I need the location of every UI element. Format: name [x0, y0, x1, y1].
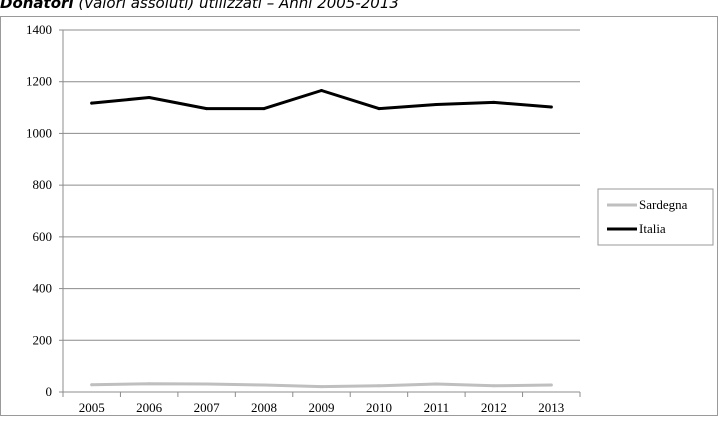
- legend-box: [597, 188, 714, 246]
- legend-label-italia: Italia: [639, 221, 666, 236]
- x-tick-label-2005: 2005: [79, 400, 105, 415]
- data-point-sardegna-2010: [377, 384, 381, 388]
- data-point-sardegna-2007: [205, 382, 209, 386]
- data-point-italia-2013: [549, 105, 553, 109]
- y-tick-label-1000: 1000: [26, 125, 52, 140]
- x-tick-label-2008: 2008: [251, 400, 277, 415]
- x-tick-label-2006: 2006: [136, 400, 163, 415]
- data-point-italia-2011: [434, 102, 438, 106]
- x-tick-label-2013: 2013: [538, 400, 564, 415]
- x-tick-label-2012: 2012: [481, 400, 507, 415]
- series-lines: [90, 89, 553, 389]
- data-point-italia-2006: [147, 95, 151, 99]
- y-tick-label-1200: 1200: [26, 74, 52, 89]
- legend-label-sardegna: Sardegna: [639, 197, 688, 212]
- data-point-sardegna-2009: [320, 385, 323, 389]
- data-point-sardegna-2008: [262, 383, 266, 387]
- data-point-sardegna-2012: [492, 384, 496, 388]
- x-tick-label-2010: 2010: [366, 400, 392, 415]
- x-tick-labels: 2005 2006 2007 2008 2009 2010 2011 2012 2013: [79, 400, 565, 415]
- data-point-sardegna-2013: [549, 383, 553, 387]
- data-point-italia-2012: [492, 100, 496, 104]
- y-tick-label-800: 800: [33, 177, 53, 192]
- x-tick-label-2011: 2011: [424, 400, 450, 415]
- y-tick-label-400: 400: [33, 281, 53, 296]
- x-tick-label-2007: 2007: [194, 400, 221, 415]
- legend: Sardegna Italia: [597, 188, 714, 246]
- data-point-sardegna-2005: [90, 383, 94, 387]
- y-tick-labels: 0 200 400 600 800 1000 1200 1400: [26, 22, 52, 399]
- data-point-italia-2009: [320, 89, 323, 93]
- data-point-italia-2005: [90, 101, 94, 105]
- chart-title-rest: (valori assoluti) utilizzati – Anni 2005…: [73, 0, 399, 12]
- chart-frame: [0, 16, 718, 416]
- data-point-italia-2010: [377, 107, 381, 111]
- axes: [59, 29, 581, 397]
- y-tick-label-600: 600: [33, 229, 53, 244]
- y-tick-label-0: 0: [46, 384, 53, 399]
- grid-lines: [63, 29, 580, 341]
- data-point-sardegna-2006: [147, 382, 151, 386]
- series-line-italia: [90, 89, 553, 111]
- data-point-italia-2008: [262, 107, 266, 111]
- x-tick-label-2009: 2009: [309, 400, 335, 415]
- y-tick-label-200: 200: [33, 332, 53, 347]
- data-point-italia-2007: [205, 107, 209, 111]
- chart-title: Donatori (valori assoluti) utilizzati – …: [0, 0, 399, 16]
- data-point-sardegna-2011: [434, 382, 438, 386]
- chart-title-bold: Donatori: [0, 0, 74, 12]
- y-tick-label-1400: 1400: [26, 22, 52, 37]
